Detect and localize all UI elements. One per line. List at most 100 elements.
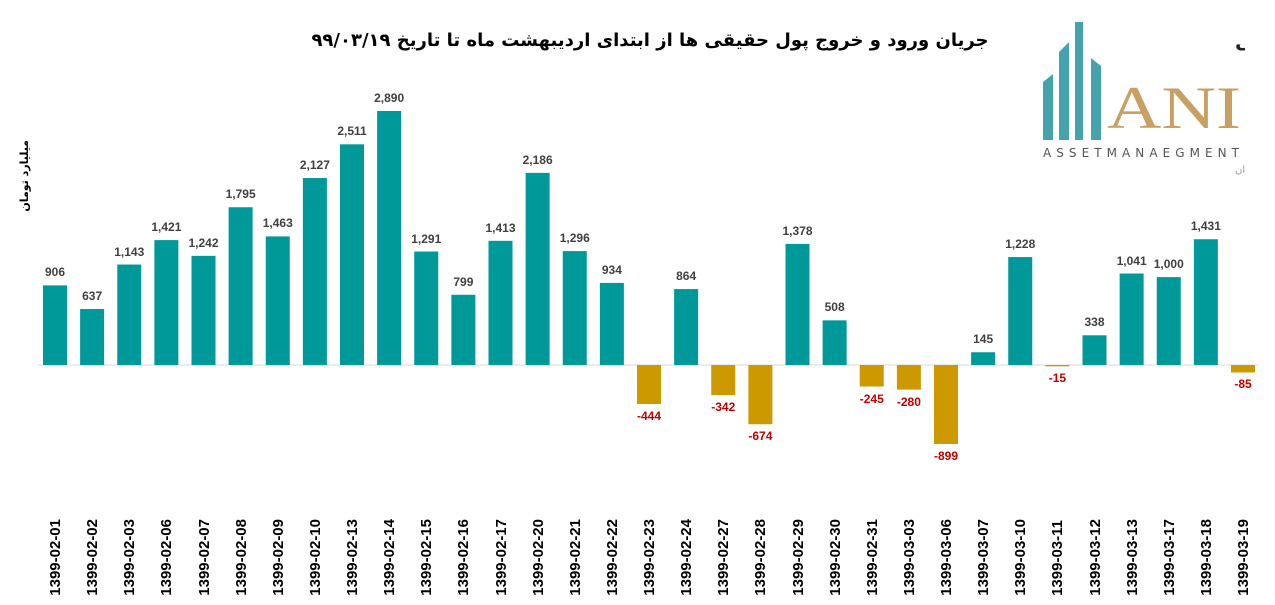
bar: [1193, 239, 1218, 365]
data-label: 338: [1084, 315, 1105, 330]
x-tick-label: 1399-02-30: [826, 519, 844, 596]
data-label: 2,127: [299, 158, 330, 173]
bar: [1045, 365, 1070, 367]
x-tick-label: 1399-02-03: [121, 519, 139, 596]
logo-bar-icon: [1059, 42, 1069, 140]
x-tick-label: 1399-02-14: [381, 519, 399, 596]
bar: [859, 365, 884, 387]
x-tick-label: 1399-03-10: [1012, 519, 1030, 596]
bar: [154, 240, 179, 365]
logo-subtitle: ASSETMANAEGMENT: [1043, 146, 1240, 160]
data-label: 2,890: [374, 91, 405, 105]
data-label: 906: [44, 265, 66, 280]
bar: [1082, 335, 1107, 365]
company-logo: سبدگردان مانی ANI ASSETMANAEGMENT تحت نظ…: [1043, 22, 1245, 176]
data-label: 1,291: [411, 231, 442, 246]
data-label: 637: [82, 289, 103, 303]
logo-bar-icon: [1091, 58, 1101, 140]
data-label: -444: [636, 409, 662, 424]
x-tick-label: 1399-02-27: [715, 519, 733, 596]
x-tick-label: 1399-03-17: [1160, 519, 1178, 596]
bar: [562, 251, 587, 365]
data-label: 1,431: [1190, 219, 1221, 234]
data-label: -245: [859, 391, 884, 406]
data-label: 1,463: [262, 216, 293, 231]
data-label: 1,296: [559, 231, 590, 246]
bar: [265, 236, 290, 365]
x-tick-label: 1399-03-12: [1086, 519, 1104, 596]
data-label: 1,228: [1005, 237, 1036, 252]
x-tick-label: 1399-02-13: [344, 519, 361, 596]
logo-brand: ANI: [1107, 75, 1241, 141]
data-label: 1,143: [114, 244, 145, 259]
bar: [971, 352, 996, 365]
data-label: 145: [973, 332, 994, 347]
bar: [822, 320, 847, 365]
data-label: 1,421: [151, 220, 182, 235]
x-tick-label: 1399-03-11: [1049, 520, 1067, 596]
bar: [1156, 277, 1181, 365]
bar: [525, 172, 550, 365]
data-label: -15: [1048, 371, 1067, 386]
data-label: 1,413: [485, 220, 516, 235]
bar: [599, 282, 624, 365]
x-tick-label: 1399-02-10: [306, 519, 324, 596]
x-tick-label: 1399-03-13: [1123, 519, 1141, 596]
bar: [896, 365, 921, 390]
data-label: 508: [824, 300, 845, 315]
bar: [488, 240, 513, 365]
x-tick-label: 1399-02-15: [418, 519, 436, 596]
data-label: 1,242: [188, 235, 219, 250]
bar: [117, 264, 142, 365]
x-tick-label: 1399-02-22: [603, 519, 621, 596]
bar: [228, 207, 253, 365]
data-label: 934: [601, 262, 622, 277]
data-label: 1,378: [782, 223, 813, 238]
bar: [340, 144, 364, 365]
x-tick-label: 1399-02-21: [566, 519, 584, 596]
bar: [1119, 273, 1144, 365]
data-label: -85: [1234, 377, 1252, 392]
data-label: -342: [711, 400, 736, 415]
data-label: -899: [933, 449, 959, 463]
logo-tagline: تحت نظارت سازمان بورس و اوراق بهادار تهر…: [1235, 165, 1245, 176]
x-tick-label: 1399-02-07: [195, 519, 213, 596]
x-tick-label: 1399-02-31: [863, 519, 881, 596]
bar: [377, 111, 402, 365]
bar: [637, 365, 661, 405]
bar: [414, 251, 439, 365]
chart-title: جریان ورود و خروج پول حقیقی ها از ابتدای…: [311, 30, 989, 51]
x-tick-label: 1399-02-02: [84, 519, 102, 596]
x-tick-label: 1399-03-06: [938, 519, 955, 596]
x-tick-label: 1399-03-07: [975, 519, 993, 596]
bar: [302, 178, 327, 365]
x-tick-label: 1399-02-06: [158, 519, 176, 596]
bar: [934, 365, 958, 445]
x-tick-label: 1399-02-09: [269, 519, 287, 596]
bar: [451, 294, 476, 365]
x-tick-label: 1399-02-16: [455, 519, 473, 596]
bar: [1231, 365, 1255, 373]
x-tick-label: 1399-02-24: [678, 519, 696, 596]
logo-bar-icon: [1043, 74, 1053, 140]
bar: [80, 309, 105, 365]
x-tick-label: 1399-02-28: [752, 519, 770, 596]
bar: [674, 289, 699, 365]
data-label: 2,186: [522, 152, 553, 167]
data-label: 864: [676, 269, 697, 284]
data-label: 1,795: [225, 187, 256, 202]
bar: [1008, 257, 1033, 365]
data-label: 2,511: [337, 124, 367, 139]
x-tick-label: 1399-03-03: [900, 519, 918, 596]
x-tick-label: 1399-02-17: [492, 519, 510, 596]
x-tick-label: 1399-02-29: [789, 519, 807, 596]
logo-persian-name: سبدگردان مانی: [1235, 29, 1245, 53]
bar: [43, 285, 67, 365]
bar: [191, 255, 216, 365]
bar: [785, 243, 810, 365]
data-label: 1,041: [1116, 253, 1147, 268]
data-label: 1,000: [1153, 257, 1184, 272]
bar: [711, 365, 736, 396]
